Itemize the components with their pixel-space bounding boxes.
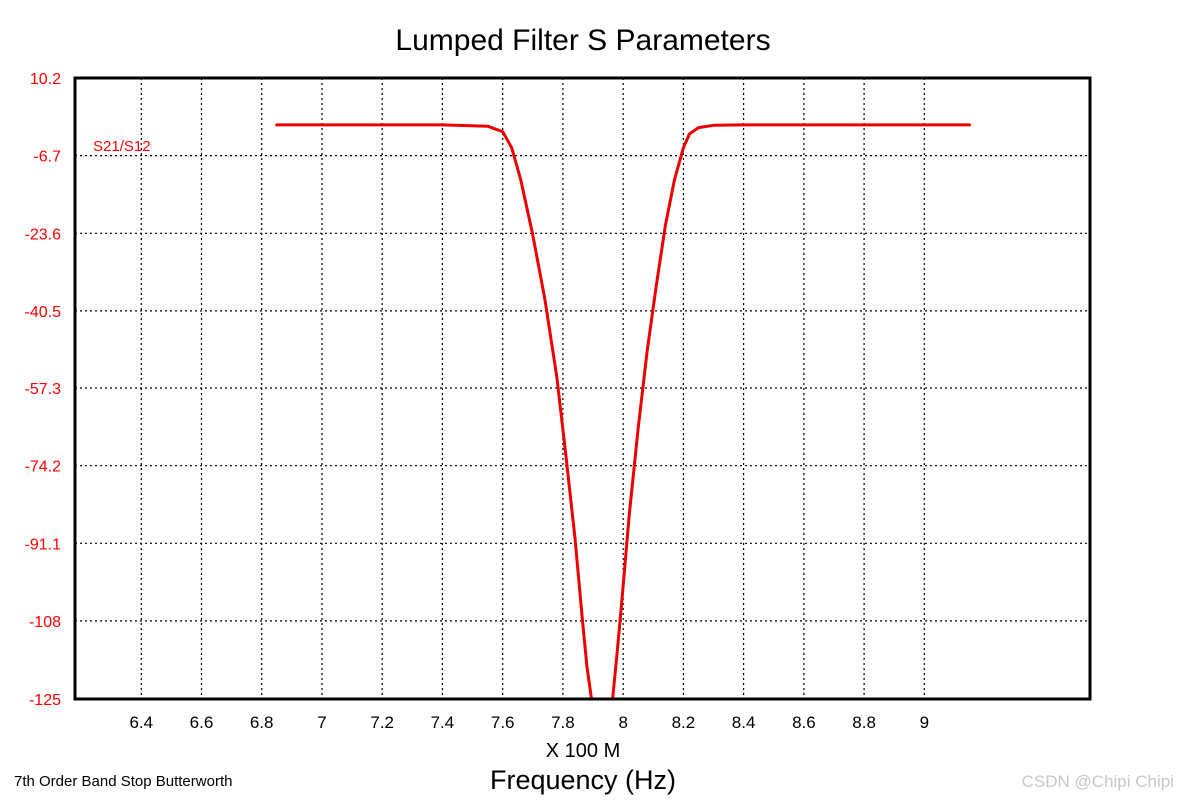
watermark: CSDN @Chipi Chipi <box>1022 772 1174 791</box>
x-tick-label: 8.4 <box>732 713 756 732</box>
y-tick-label: 10.2 <box>30 71 61 88</box>
x-tick-label: 8.8 <box>852 713 876 732</box>
y-tick-label: -74.2 <box>25 459 62 476</box>
x-tick-label: 9 <box>920 713 929 732</box>
x-tick-label: 7.6 <box>491 713 515 732</box>
x-axis-ticks: 6.4 6.6 6.8 7 7.2 7.4 7.6 7.8 8 8.2 8.4 8.6 8.8 9 <box>129 713 929 732</box>
x-tick-label: 6.6 <box>190 713 214 732</box>
chart-title: Lumped Filter S Parameters <box>395 24 770 57</box>
x-tick-label: 7.4 <box>431 713 455 732</box>
x-axis-scale-label: X 100 M <box>546 740 620 762</box>
x-tick-label: 8 <box>618 713 627 732</box>
x-tick-label: 6.8 <box>250 713 274 732</box>
x-axis-label: Frequency (Hz) <box>490 765 676 795</box>
y-tick-label: -6.7 <box>33 149 61 166</box>
x-tick-label: 7 <box>317 713 326 732</box>
series-line-0 <box>275 123 971 701</box>
x-tick-label: 6.4 <box>129 713 153 732</box>
x-tick-label: 8.2 <box>672 713 696 732</box>
y-tick-label: -40.5 <box>25 304 62 321</box>
x-tick-label: 7.8 <box>551 713 575 732</box>
x-tick-label: 7.2 <box>370 713 394 732</box>
y-tick-label: -91.1 <box>25 536 62 553</box>
y-tick-label: -23.6 <box>25 226 62 243</box>
y-axis-ticks: 10.2 -6.7 -23.6 -40.5 -57.3 -74.2 -91.1 -108 -12… <box>25 71 62 709</box>
grid <box>75 78 1090 699</box>
trace-layer <box>275 123 971 701</box>
plot-frame <box>73 76 1092 701</box>
footnote: 7th Order Band Stop Butterworth <box>14 773 232 790</box>
legend-series-label: S21/S12 <box>93 138 151 155</box>
y-tick-label: -125 <box>29 692 61 709</box>
x-tick-label: 8.6 <box>792 713 816 732</box>
y-tick-label: -108 <box>29 614 61 631</box>
y-tick-label: -57.3 <box>25 381 62 398</box>
